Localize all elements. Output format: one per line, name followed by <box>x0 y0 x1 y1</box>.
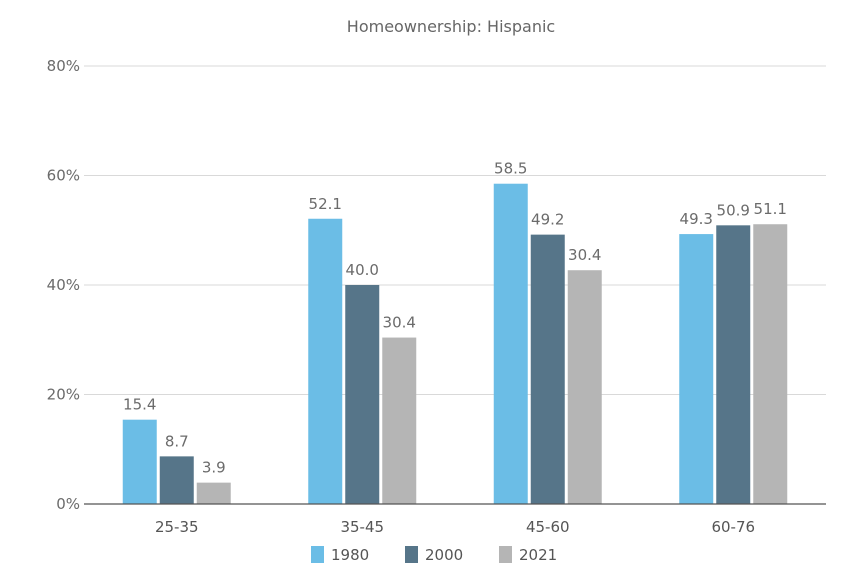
data-label: 15.4 <box>123 396 156 414</box>
x-tick-label: 35-45 <box>340 518 384 536</box>
bar-2000-45-60 <box>530 234 565 504</box>
data-label: 51.1 <box>754 200 787 218</box>
legend-label: 2000 <box>425 546 463 564</box>
chart-title: Homeownership: Hispanic <box>347 17 555 36</box>
x-axis-tick-labels: 25-35 35-45 45-60 60-76 <box>155 518 755 536</box>
data-label: 58.5 <box>494 160 527 178</box>
data-label: 30.4 <box>568 246 601 264</box>
data-label: 49.2 <box>531 211 564 229</box>
y-axis-tick-labels: 0% 20% 40% 60% 80% <box>47 57 80 513</box>
legend-label: 2021 <box>519 546 557 564</box>
bar-1980-35-45 <box>308 218 343 504</box>
legend-label: 1980 <box>331 546 369 564</box>
legend-swatch-1980 <box>311 546 324 563</box>
bar-2000-25-35 <box>159 456 194 504</box>
y-tick-label: 40% <box>47 276 80 294</box>
bar-1980-25-35 <box>122 419 157 504</box>
bar-1980-60-76 <box>679 234 714 504</box>
legend-swatch-2021 <box>499 546 512 563</box>
data-label: 52.1 <box>309 195 342 213</box>
gridlines <box>84 65 826 395</box>
bar-2021-60-76 <box>753 224 788 505</box>
legend: 1980 2000 2021 <box>311 546 557 564</box>
bar-2000-60-76 <box>716 225 751 504</box>
y-tick-label: 0% <box>56 495 80 513</box>
data-label: 40.0 <box>346 261 379 279</box>
legend-swatch-2000 <box>405 546 418 563</box>
data-label: 30.4 <box>383 314 416 332</box>
data-labels: 15.48.73.952.140.030.458.549.230.449.3 50… <box>123 160 787 477</box>
bar-2021-35-45 <box>382 337 417 504</box>
y-tick-label: 80% <box>47 57 80 75</box>
bar-2021-45-60 <box>567 270 602 504</box>
y-tick-label: 20% <box>47 386 80 404</box>
y-tick-label: 60% <box>47 167 80 185</box>
data-label: 49.3 <box>680 210 713 228</box>
x-tick-label: 45-60 <box>526 518 570 536</box>
bars <box>122 183 788 505</box>
bar-2021-25-35 <box>196 482 231 504</box>
x-tick-label: 25-35 <box>155 518 199 536</box>
x-tick-label: 60-76 <box>711 518 755 536</box>
bar-2000-35-45 <box>345 285 380 504</box>
bar-1980-45-60 <box>493 183 528 504</box>
data-label: 50.9 <box>717 201 750 219</box>
data-label: 8.7 <box>165 432 189 450</box>
data-label: 3.9 <box>202 459 226 477</box>
